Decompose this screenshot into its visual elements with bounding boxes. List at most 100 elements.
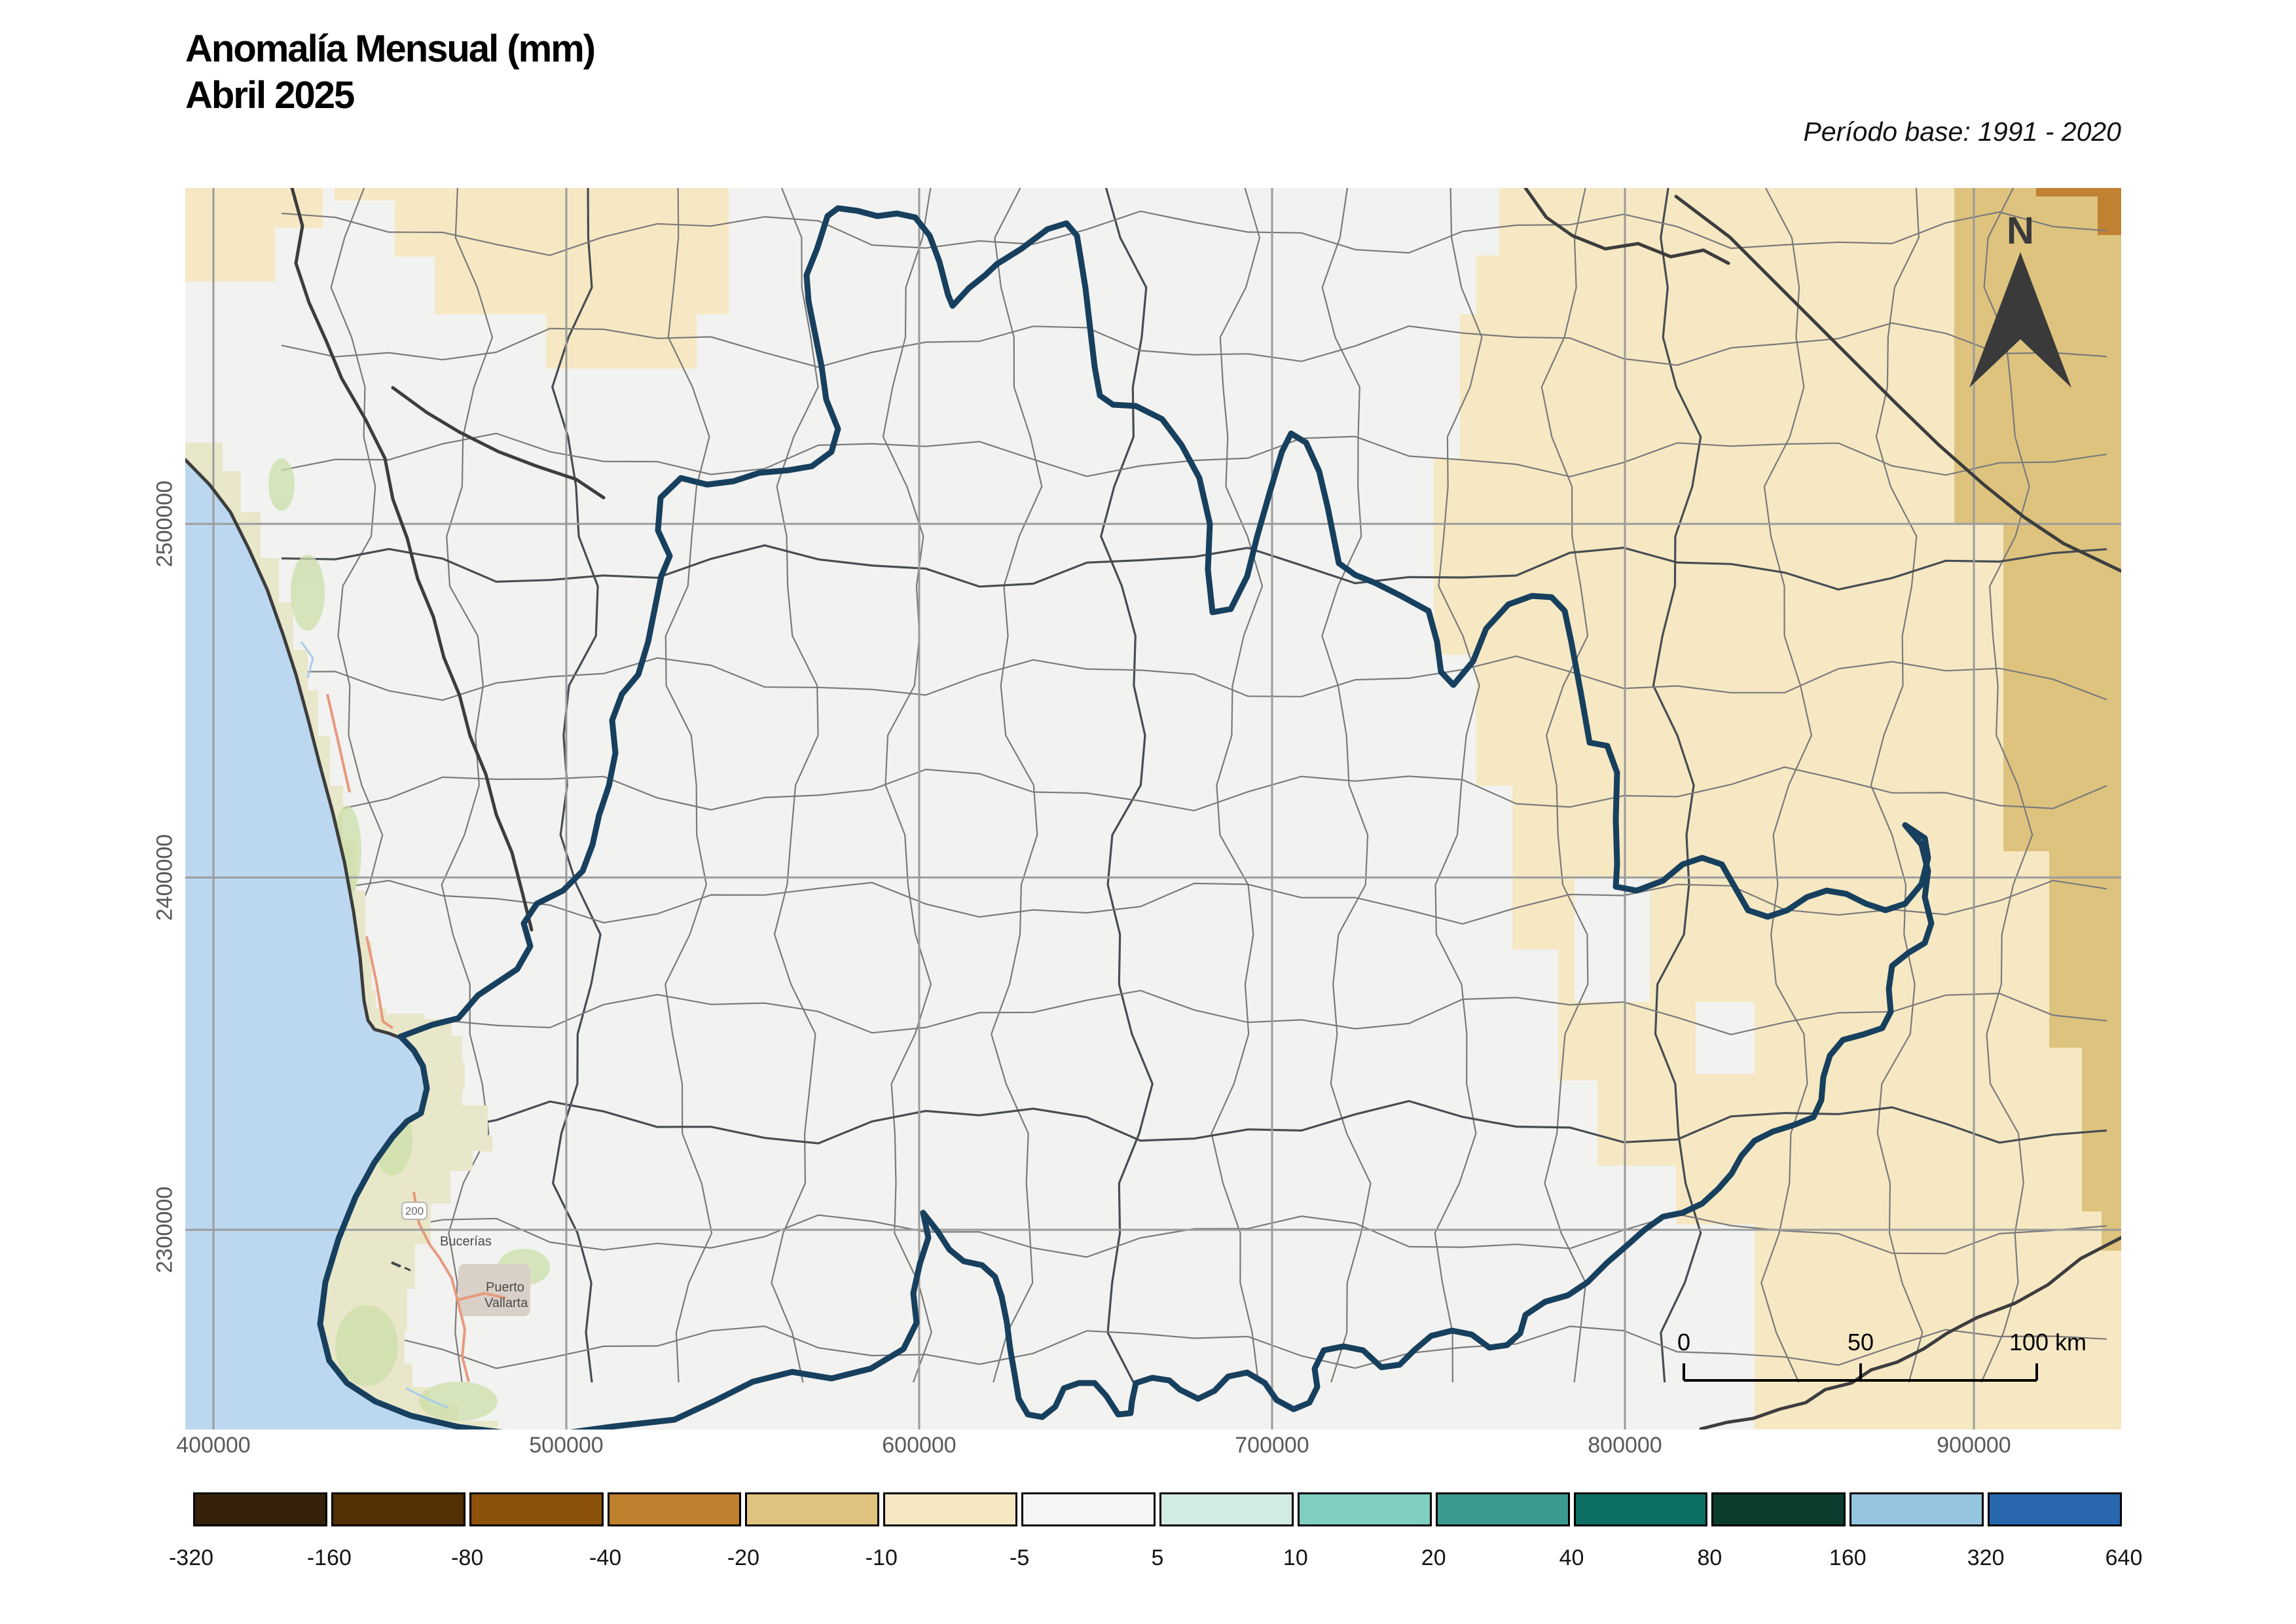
boundary-nayarit-internal [391,386,606,500]
region-boundary-line [1652,188,1702,1383]
municipal-boundary-line [771,188,819,1383]
legend-swatch [607,1492,742,1526]
boundary-nayarit [290,188,534,932]
boundary-michoacan [1699,1236,2121,1430]
x-tick-label: 900000 [1937,1433,2011,1458]
municipal-boundary-line [281,432,2107,478]
legend-label: 640 [2105,1545,2143,1570]
municipal-boundary-line [281,210,2107,257]
municipal-boundary-line [281,766,2107,812]
basemap-urban-area [458,1264,530,1316]
anomaly-raster-layer [185,188,2121,1430]
map-canvas: 200 Bucerías Puerto Vallarta [185,188,2121,1430]
region-boundary-line [281,1099,2107,1145]
x-tick-label: 600000 [882,1433,957,1458]
raster-patch-tan-east [1954,188,2121,1251]
x-tick-label: 500000 [529,1433,604,1458]
x-tick-label: 400000 [176,1433,251,1458]
municipal-boundary-line [281,655,2107,701]
boundary-aguascalientes [1523,188,1730,265]
municipal-boundary-line [1870,188,1923,1383]
title-line-2: Abril 2025 [185,73,355,117]
basemap-terrain [185,427,498,1430]
legend-label: 10 [1283,1545,1308,1570]
scale-bar: 0 50 100 km [1677,1329,2086,1382]
x-tick-label: 700000 [1235,1433,1309,1458]
municipal-boundary-line [281,879,2107,925]
title-line-1: Anomalía Mensual (mm) [185,28,596,70]
legend-colorbar: -320 -160 -80 -40 -20 -10 -5 5 10 20 40 80 160 320 640 [0,0,2296,1570]
region-boundary-line [1100,188,1154,1383]
graticule-layer [185,188,2121,1430]
raster-patch-cream-topleft [185,188,323,282]
municipal-boundary-line [281,1325,2107,1369]
municipal-boundary-line [1434,188,1483,1383]
legend-label: 80 [1697,1545,1722,1570]
municipal-boundary-line [1980,188,2033,1383]
municipal-boundary-line [1211,188,1264,1383]
boundary-zacatecas [1674,194,2121,573]
legend-swatch [469,1492,604,1526]
basemap-coastal-strip: 200 Bucerías Puerto Vallarta [185,427,550,1430]
north-arrow: N [1969,210,2071,388]
basemap-label-vallarta: Vallarta [484,1296,528,1310]
y-tick-label: 2500000 [152,480,177,568]
legend-label: 5 [1151,1545,1164,1570]
legend-swatch [1021,1492,1156,1526]
legend-label: -40 [589,1545,622,1570]
legend-swatch [1435,1492,1570,1526]
raster-patch-orange-sliver [2036,188,2098,196]
legend-label: 320 [1967,1545,2005,1570]
legend-label: -320 [168,1545,214,1570]
legend-label: 40 [1559,1545,1584,1570]
legend-label: -10 [865,1545,898,1570]
legend-swatch [193,1492,327,1526]
legend-swatch [745,1492,880,1526]
legend-swatch [1573,1492,1708,1526]
scale-bar-label-50: 50 [1848,1329,1874,1356]
ocean [185,460,479,1430]
baseline-period-subtitle: Período base: 1991 - 2020 [1803,117,2121,147]
municipal-boundary-line [1760,188,1813,1383]
legend-swatch [1850,1492,1984,1526]
y-tick-label: 2400000 [152,834,177,921]
state-boundary-jalisco [317,205,1935,1430]
municipal-boundary-line [1540,188,1589,1383]
municipal-boundary-line [1321,188,1372,1383]
legend-label: -5 [1010,1545,1030,1570]
road-shield-label: 200 [405,1205,424,1217]
municipal-boundary-line [281,322,2107,368]
basemap-label-puerto: Puerto [486,1280,524,1295]
x-tick-label: 800000 [1588,1433,1662,1458]
road-shield-icon [401,1202,428,1220]
municipal-boundary-line [281,989,2107,1035]
municipal-boundary-line [991,188,1043,1383]
municipal-boundary-line [665,188,713,1383]
legend-swatch [1988,1492,2122,1526]
raster-hole-white-1 [1575,877,1650,1002]
legend-swatch [331,1492,465,1526]
scale-bar-label-100km: 100 km [2009,1329,2086,1356]
legend-label: -80 [451,1545,484,1570]
north-arrow-icon [1969,252,2071,388]
legend-label: 160 [1829,1545,1867,1570]
region-boundary-line [281,544,2107,591]
legend-swatch [1297,1492,1432,1526]
raster-hole-white-2 [1696,1002,1755,1074]
raster-patch-cream-top [335,188,729,369]
jalisco-inland-segment [397,205,1935,1430]
basemap-label-bucerias: Bucerías [440,1234,492,1249]
y-tick-label: 2300000 [152,1186,177,1274]
municipal-boundaries-layer [281,188,2107,1383]
raster-patch-cream-east [1434,188,2121,1430]
jalisco-coast-segment [317,1033,503,1430]
legend-swatch [883,1492,1018,1526]
map-svg: 200 Bucerías Puerto Vallarta [185,188,2121,1430]
island-specks [391,1261,411,1272]
municipal-boundary-line [441,188,494,1383]
legend-swatch [1711,1492,1846,1526]
legend-label: 20 [1421,1545,1446,1570]
legend-label: -160 [306,1545,352,1570]
legend-label: -20 [727,1545,759,1570]
